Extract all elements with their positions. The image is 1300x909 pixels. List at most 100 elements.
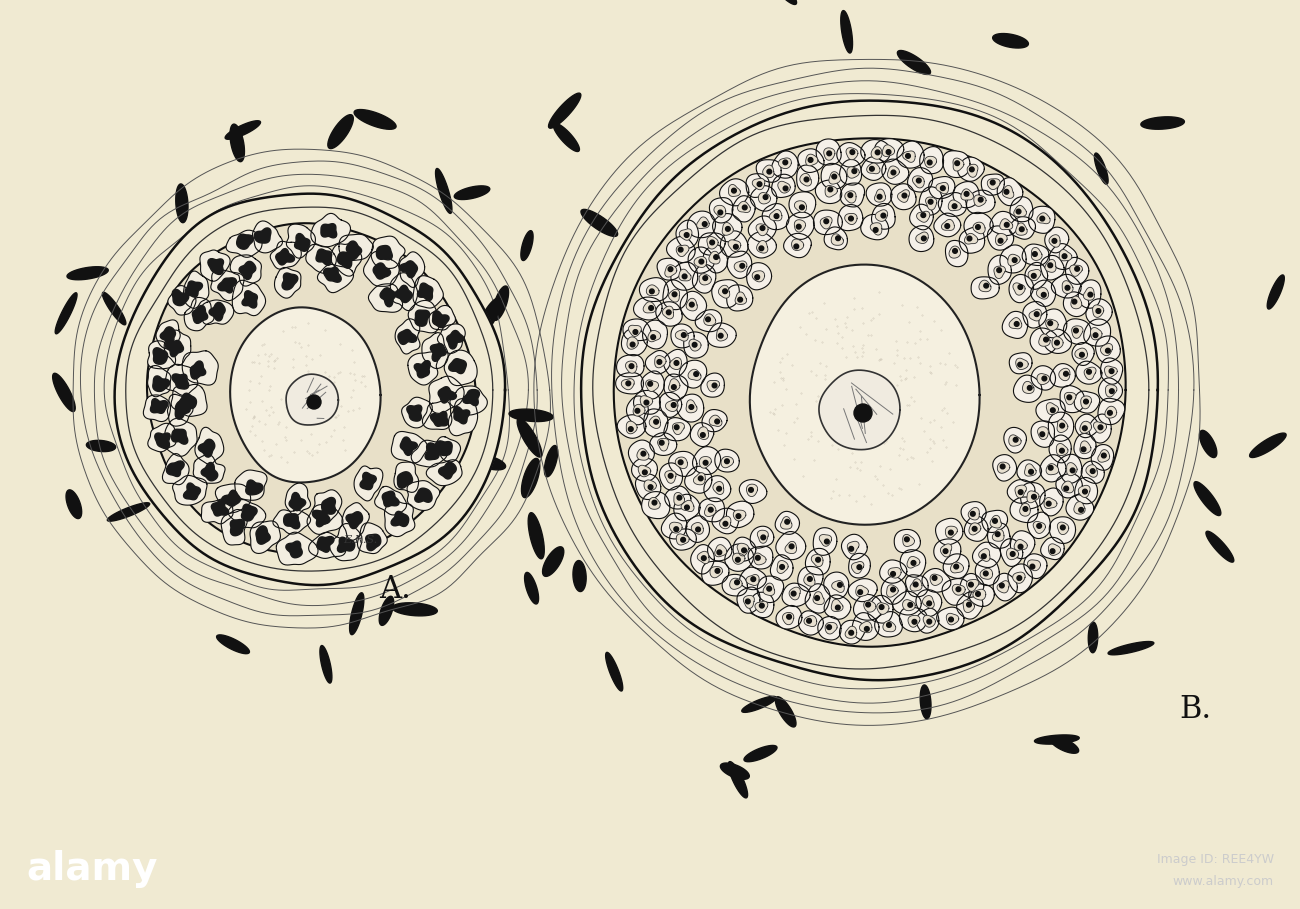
Circle shape [712,383,716,388]
Polygon shape [685,466,712,494]
Polygon shape [172,374,188,389]
Polygon shape [1080,421,1092,434]
Polygon shape [1024,554,1046,578]
Circle shape [629,364,634,368]
Circle shape [1023,506,1028,511]
Circle shape [1060,448,1065,453]
Polygon shape [415,361,430,378]
Polygon shape [642,320,667,349]
Circle shape [767,586,771,591]
Polygon shape [1091,445,1114,470]
Circle shape [653,500,656,504]
Polygon shape [148,424,176,452]
Circle shape [827,624,832,630]
Polygon shape [805,584,829,613]
Polygon shape [728,762,748,798]
Polygon shape [703,314,716,325]
Polygon shape [1074,434,1096,459]
Polygon shape [528,513,545,559]
Polygon shape [324,267,341,282]
Polygon shape [763,583,775,595]
Polygon shape [226,230,263,257]
Polygon shape [942,554,968,578]
Polygon shape [953,584,965,595]
Polygon shape [195,427,224,464]
Polygon shape [861,215,889,240]
Circle shape [815,557,820,562]
Polygon shape [987,179,1000,190]
Polygon shape [285,484,311,515]
Polygon shape [811,554,823,566]
Polygon shape [1063,292,1089,316]
Polygon shape [1037,426,1048,440]
Polygon shape [1083,287,1095,300]
Polygon shape [667,236,696,263]
Circle shape [1063,372,1069,376]
Polygon shape [212,500,229,516]
Circle shape [857,564,862,570]
Polygon shape [641,371,664,399]
Polygon shape [776,605,802,629]
Polygon shape [312,510,330,527]
Polygon shape [668,289,680,302]
Polygon shape [753,271,764,282]
Polygon shape [1036,287,1049,299]
Circle shape [914,582,918,587]
Text: B.: B. [1179,694,1212,725]
Circle shape [902,194,907,198]
Polygon shape [670,529,697,550]
Polygon shape [826,623,837,634]
Polygon shape [1023,382,1034,394]
Polygon shape [183,271,209,308]
Circle shape [701,433,705,437]
Circle shape [928,199,933,205]
Polygon shape [679,269,692,281]
Polygon shape [837,205,863,231]
Polygon shape [684,332,709,358]
Polygon shape [1078,280,1101,308]
Polygon shape [274,267,300,298]
Polygon shape [992,529,1004,541]
Polygon shape [346,512,363,528]
Circle shape [1017,575,1022,581]
Circle shape [1082,447,1086,452]
Polygon shape [185,297,215,331]
Polygon shape [746,174,770,197]
Polygon shape [941,219,954,230]
Polygon shape [659,463,682,490]
Circle shape [965,192,968,196]
Polygon shape [968,523,980,534]
Polygon shape [933,539,961,564]
Polygon shape [880,560,907,584]
Polygon shape [1014,205,1027,216]
Polygon shape [1046,464,1058,474]
Polygon shape [493,286,508,320]
Circle shape [1054,340,1060,345]
Polygon shape [346,241,361,259]
Polygon shape [888,166,900,178]
Polygon shape [803,615,816,626]
Circle shape [807,618,811,624]
Polygon shape [1024,464,1036,476]
Circle shape [1070,468,1075,473]
Circle shape [858,590,862,594]
Circle shape [708,507,714,512]
Polygon shape [1014,540,1027,550]
Polygon shape [200,250,230,281]
Polygon shape [330,524,361,561]
Polygon shape [1105,385,1117,397]
Polygon shape [757,160,781,183]
Polygon shape [989,212,1018,235]
Polygon shape [1008,564,1032,593]
Polygon shape [632,458,658,482]
Polygon shape [806,548,831,574]
Polygon shape [777,181,790,193]
Circle shape [789,544,794,549]
Polygon shape [688,247,714,274]
Polygon shape [712,508,738,534]
Polygon shape [699,274,711,285]
Circle shape [641,452,646,456]
Circle shape [1028,469,1034,474]
Polygon shape [676,220,698,248]
Polygon shape [1010,531,1035,559]
